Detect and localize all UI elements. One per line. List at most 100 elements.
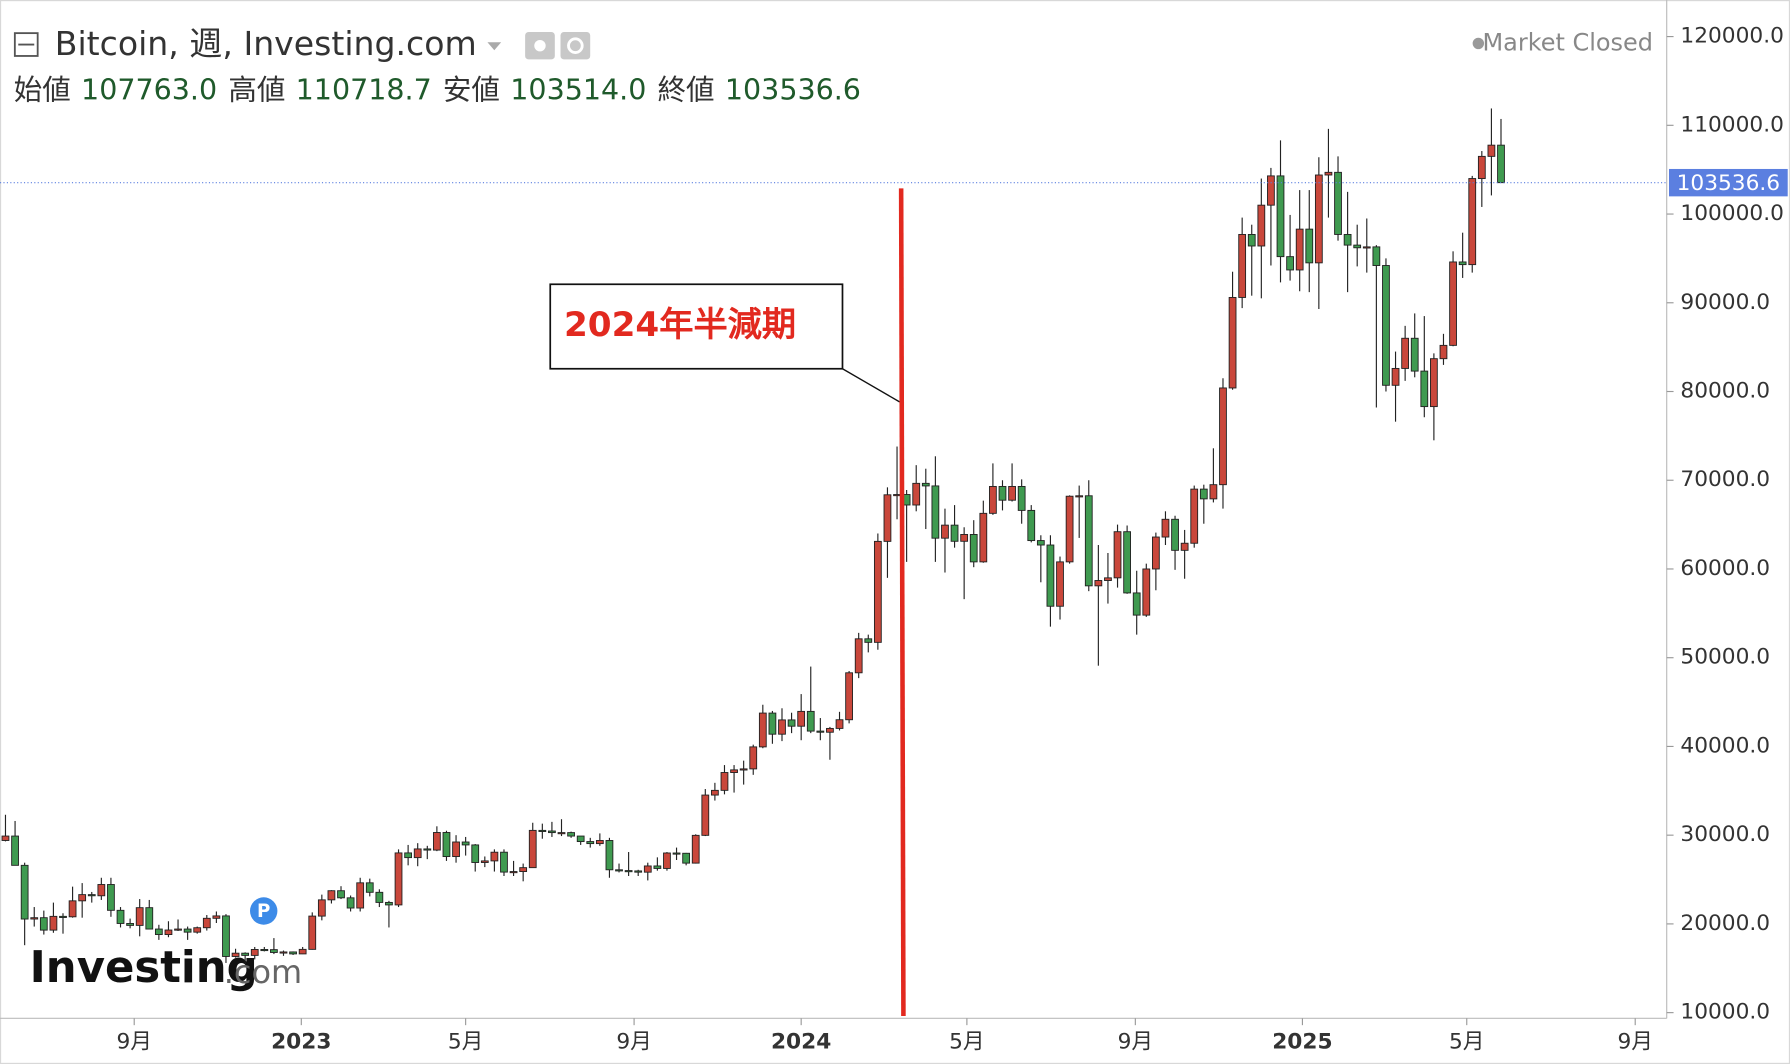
candle-body: [605, 840, 614, 871]
candle-body: [365, 882, 374, 893]
candle-body: [1449, 261, 1457, 346]
candle-body: [739, 768, 748, 771]
candle-body: [557, 832, 566, 835]
settings-icon-gear: [567, 37, 584, 54]
candle-body: [1477, 155, 1486, 180]
candle-body: [1142, 568, 1151, 616]
candle-body: [394, 852, 403, 906]
candle-body: [835, 719, 844, 729]
x-tick-label: 9月: [116, 1029, 152, 1054]
candle-body: [1286, 256, 1294, 271]
candle-body: [1046, 544, 1055, 607]
candle-body: [749, 746, 758, 770]
candle-body: [385, 901, 393, 906]
candle-body: [480, 860, 489, 863]
candle-body: [538, 829, 547, 832]
x-tick-label: 5月: [949, 1029, 985, 1054]
candle-body: [595, 840, 604, 845]
candle-body: [864, 638, 873, 643]
candle-body: [202, 917, 211, 929]
candle-body: [1391, 367, 1400, 386]
market-status: Market Closed: [1482, 28, 1653, 56]
candle-body: [893, 494, 901, 497]
dropdown-arrow[interactable]: [487, 42, 502, 51]
annotation-line: [898, 188, 906, 1017]
x-tick-label: 5月: [448, 1029, 483, 1054]
ohlc-name: 終値: [658, 73, 715, 106]
candle-body: [78, 894, 87, 902]
collapse-icon[interactable]: [13, 32, 39, 57]
x-tick-label: 9月: [1617, 1029, 1653, 1054]
x-tick-label: 2025: [1272, 1029, 1332, 1054]
candle-body: [998, 485, 1007, 501]
candle-body: [1027, 509, 1036, 542]
candle-body: [1430, 358, 1438, 408]
candle-body: [1151, 536, 1160, 570]
candle-body: [528, 829, 537, 869]
candle-body: [337, 890, 345, 899]
candle-body: [298, 948, 307, 955]
candle-body: [931, 485, 940, 539]
candle-body: [797, 710, 806, 727]
candle-body: [1247, 233, 1256, 247]
candle-body: [49, 915, 58, 931]
candle-body: [691, 834, 700, 864]
ohlc-name: 始値: [14, 73, 71, 106]
candle-body: [116, 909, 125, 924]
candle-body: [653, 865, 662, 869]
badge[interactable]: [250, 897, 278, 925]
x-tick-label: 9月: [1118, 1029, 1154, 1054]
candle-body: [768, 712, 777, 735]
candle-body: [327, 890, 336, 901]
candle-body: [1267, 175, 1275, 206]
y-tick-label: 110000.0: [1680, 112, 1783, 137]
candle-body: [279, 951, 288, 954]
y-tick-label: 90000.0: [1680, 290, 1770, 315]
candle-body: [164, 929, 173, 936]
candle-body: [107, 884, 115, 911]
candle-body: [1382, 265, 1390, 386]
candle-body: [758, 712, 767, 748]
ohlc-value: 110718.7: [296, 73, 432, 106]
candle-body: [1458, 261, 1467, 266]
candle-body: [87, 894, 96, 897]
candle-body: [471, 844, 480, 863]
candle-body: [1295, 228, 1304, 271]
candle-body: [97, 884, 106, 897]
candle-body: [806, 710, 815, 732]
candle-body: [586, 841, 595, 845]
candle-body: [270, 949, 278, 953]
candle-body: [950, 524, 959, 542]
y-tick-label: 70000.0: [1680, 467, 1770, 492]
candle-body: [701, 794, 710, 836]
candle-body: [634, 870, 643, 873]
candle-body: [548, 830, 556, 834]
candle-body: [222, 915, 230, 957]
candle-body: [461, 841, 470, 846]
candle-body: [1238, 233, 1247, 298]
ohlc-value: 103514.0: [510, 73, 646, 106]
candle-body: [519, 867, 528, 873]
candle-body: [317, 899, 326, 917]
candle-body: [193, 927, 202, 933]
ohlc-name: 高値: [228, 73, 285, 106]
candle-body: [413, 848, 422, 859]
settings-icon[interactable]: [560, 31, 591, 60]
ohlc-value: 103536.6: [725, 73, 861, 106]
candle-body: [1036, 540, 1045, 546]
eye-icon-pupil: [534, 39, 546, 52]
candle-body: [1439, 344, 1448, 360]
candle-body: [1209, 484, 1218, 500]
candle-body: [826, 727, 834, 733]
candle-body: [576, 835, 585, 843]
candle-body: [126, 923, 134, 926]
logo: Investing: [30, 943, 258, 993]
candle-body: [921, 482, 930, 487]
candle-body: [145, 907, 154, 930]
candle-body: [442, 832, 451, 858]
candle-body: [1305, 228, 1314, 264]
candle-body: [1171, 518, 1179, 551]
candle-body: [135, 907, 144, 926]
candle-body: [1276, 175, 1285, 258]
